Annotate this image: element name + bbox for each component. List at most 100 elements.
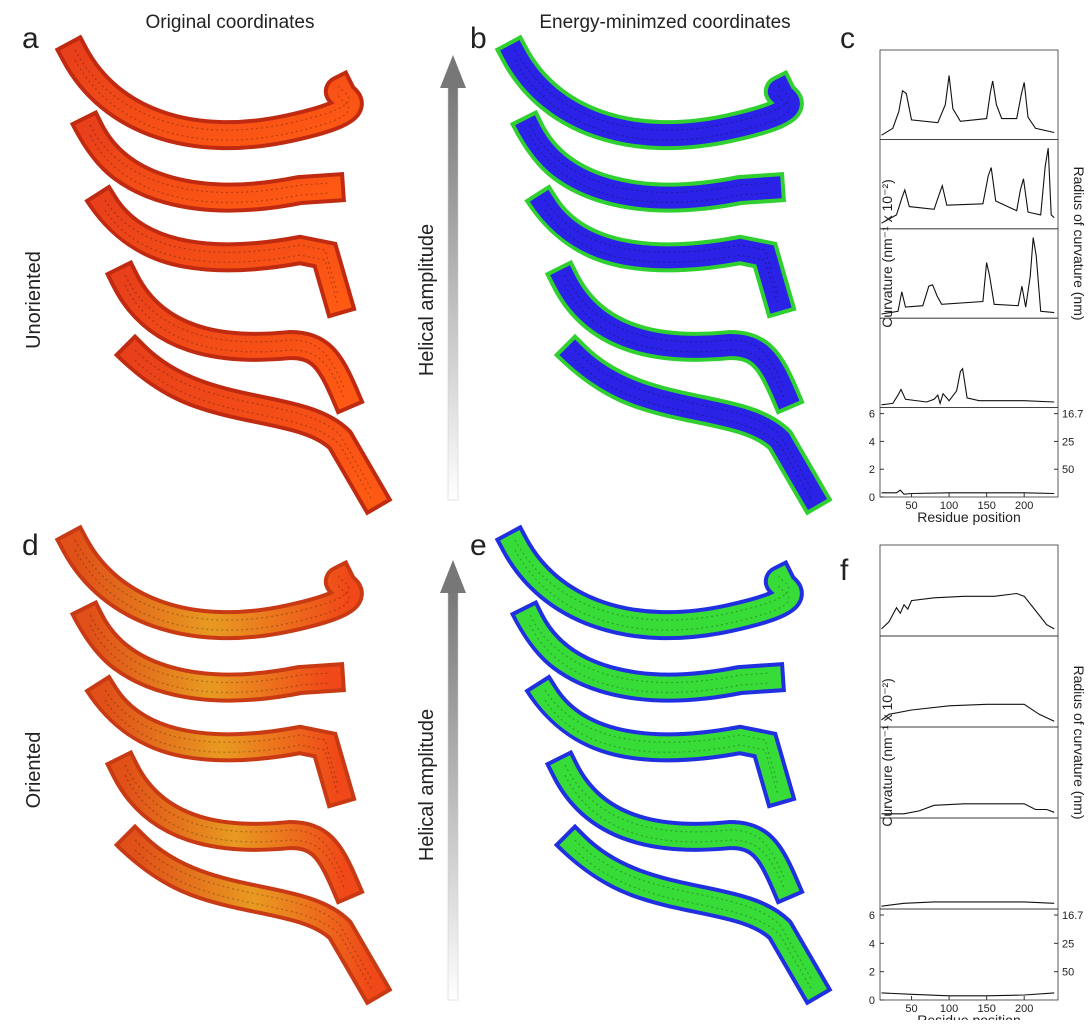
tube-texture <box>74 549 350 631</box>
y-tick-label: 2 <box>869 464 875 476</box>
subplot-frame <box>879 544 1059 637</box>
tube <box>544 259 805 415</box>
tube <box>84 184 357 319</box>
arrow-label: Helical amplitude <box>416 709 438 861</box>
subplot-frame <box>879 228 1059 319</box>
tube-texture <box>529 624 771 694</box>
tube-texture <box>89 124 331 194</box>
x-tick-label: 200 <box>1015 500 1033 512</box>
tube <box>553 333 833 516</box>
curvature-line <box>881 703 1055 722</box>
tube <box>524 674 797 809</box>
tube-texture <box>74 49 350 131</box>
tube-texture <box>74 59 350 141</box>
tube <box>494 524 804 641</box>
tube <box>524 184 797 319</box>
tube-body <box>89 189 352 314</box>
tube-body <box>500 530 800 637</box>
panel-label: d <box>22 529 39 562</box>
x-tick-label: 150 <box>977 500 995 512</box>
tube-texture <box>134 359 373 501</box>
tube-body <box>89 679 352 804</box>
tube-body <box>550 755 800 900</box>
y2-axis-label: Radius of curvature (nm) <box>1071 665 1087 819</box>
x-tick-label: 100 <box>940 1003 958 1015</box>
x-axis-label: Residue position <box>917 1012 1021 1020</box>
arrow <box>440 55 466 1001</box>
tube <box>553 823 833 1006</box>
subplot-frame <box>879 635 1059 728</box>
y2-tick-label: 50 <box>1062 967 1074 979</box>
y-tick-label: 0 <box>869 492 875 504</box>
column-header: Energy-minimzed coordinates <box>539 12 790 33</box>
tube <box>509 109 786 213</box>
panel-label: c <box>840 22 855 55</box>
tube-texture <box>574 849 813 991</box>
tube-texture <box>89 134 331 204</box>
y-tick-label: 4 <box>869 938 875 950</box>
tube-texture <box>89 614 331 684</box>
tube-texture <box>544 699 779 796</box>
structure-renders <box>54 34 833 1006</box>
tube-texture <box>104 689 339 786</box>
y2-tick-label: 16.7 <box>1062 910 1083 922</box>
tube-texture <box>544 689 779 786</box>
panel-label: b <box>470 22 487 55</box>
tube-texture <box>134 349 373 491</box>
tube-body <box>529 679 792 804</box>
tube <box>113 823 393 1006</box>
tube <box>84 674 357 809</box>
tube <box>104 259 365 415</box>
panel-label: e <box>470 529 487 562</box>
y2-tick-label: 16.7 <box>1062 409 1083 421</box>
tube-body <box>529 189 792 314</box>
tube-texture <box>134 839 373 981</box>
tube-body <box>559 339 828 511</box>
tube-texture <box>89 624 331 694</box>
tube-texture <box>134 849 373 991</box>
tube <box>69 599 346 703</box>
x-tick-label: 200 <box>1015 1003 1033 1015</box>
x-axis-label: Residue position <box>917 509 1021 525</box>
tube-body <box>559 829 828 1001</box>
tube <box>54 524 364 641</box>
curvature-line <box>881 592 1055 630</box>
tube-body <box>515 605 782 699</box>
y-tick-label: 4 <box>869 436 875 448</box>
tube-texture <box>574 349 813 491</box>
row-label: Unoriented <box>23 251 45 349</box>
y2-tick-label: 50 <box>1062 464 1074 476</box>
tube-body <box>119 829 388 1001</box>
tube <box>113 333 393 516</box>
column-header: Original coordinates <box>146 12 315 33</box>
curvature-line <box>881 992 1055 997</box>
tube-body <box>60 530 360 637</box>
x-tick-label: 150 <box>977 1003 995 1015</box>
tube-texture <box>104 699 339 796</box>
x-tick-label: 100 <box>940 500 958 512</box>
curvature-line <box>881 148 1055 224</box>
y-tick-label: 0 <box>869 995 875 1007</box>
tube <box>494 34 804 151</box>
tube-texture <box>514 59 790 141</box>
subplot-frame <box>879 317 1059 409</box>
tube <box>544 749 805 905</box>
arrow-label: Helical amplitude <box>416 224 438 376</box>
subplot-frame <box>879 407 1059 498</box>
subplot-frame <box>879 138 1059 230</box>
tube-texture <box>574 359 813 501</box>
tube-texture <box>514 49 790 131</box>
tube-texture <box>544 209 779 306</box>
tube-texture <box>544 199 779 296</box>
curvature-line <box>881 803 1055 815</box>
panel-label: f <box>840 554 849 587</box>
y2-axis-label: Radius of curvature (nm) <box>1071 166 1087 320</box>
row-label: Oriented <box>23 732 45 809</box>
tube-body <box>110 755 360 900</box>
panel-label: a <box>22 22 39 55</box>
tube-body <box>110 265 360 410</box>
tube-texture <box>529 614 771 684</box>
tube <box>69 109 346 213</box>
tube-body <box>119 339 388 511</box>
